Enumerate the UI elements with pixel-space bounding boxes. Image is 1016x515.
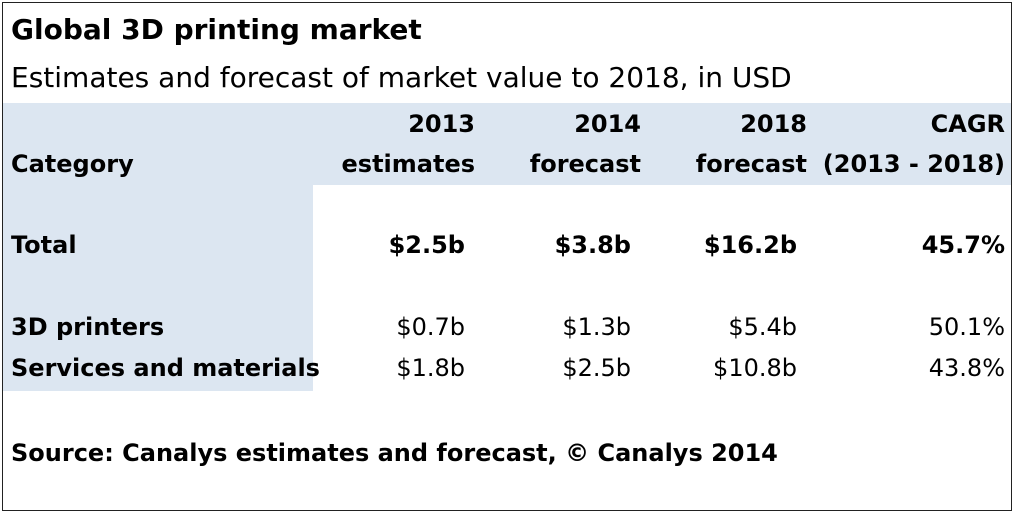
row-total-cagr: 45.7% (921, 231, 1005, 259)
row-total-2013: $2.5b (388, 231, 465, 259)
header-band (3, 103, 1011, 185)
header-2018-line2: forecast (695, 150, 807, 178)
row-printers-2013: $0.7b (396, 313, 465, 341)
chart-subtitle: Estimates and forecast of market value t… (11, 61, 792, 94)
row-services-2018: $10.8b (713, 354, 797, 382)
chart-title: Global 3D printing market (11, 13, 422, 46)
header-2014-line2: forecast (529, 150, 641, 178)
category-band (3, 185, 313, 391)
source-note: Source: Canalys estimates and forecast, … (11, 439, 778, 467)
row-printers-2018: $5.4b (728, 313, 797, 341)
header-2013-line2: estimates (341, 150, 476, 178)
row-services-2014: $2.5b (562, 354, 631, 382)
header-cagr-line1: CAGR (930, 110, 1005, 138)
header-2014-line1: 2014 (574, 110, 641, 138)
row-printers-cagr: 50.1% (928, 313, 1005, 341)
row-services-2013: $1.8b (396, 354, 465, 382)
row-total-label: Total (11, 231, 77, 259)
row-printers-label: 3D printers (11, 313, 165, 341)
header-2013-line1: 2013 (408, 110, 475, 138)
header-2018-line1: 2018 (740, 110, 807, 138)
row-services-cagr: 43.8% (928, 354, 1005, 382)
row-total-2018: $16.2b (703, 231, 797, 259)
header-category: Category (11, 150, 134, 178)
row-printers-2014: $1.3b (562, 313, 631, 341)
row-total-2014: $3.8b (554, 231, 631, 259)
header-cagr-line2: (2013 - 2018) (822, 150, 1005, 178)
row-services-label: Services and materials (11, 354, 320, 382)
